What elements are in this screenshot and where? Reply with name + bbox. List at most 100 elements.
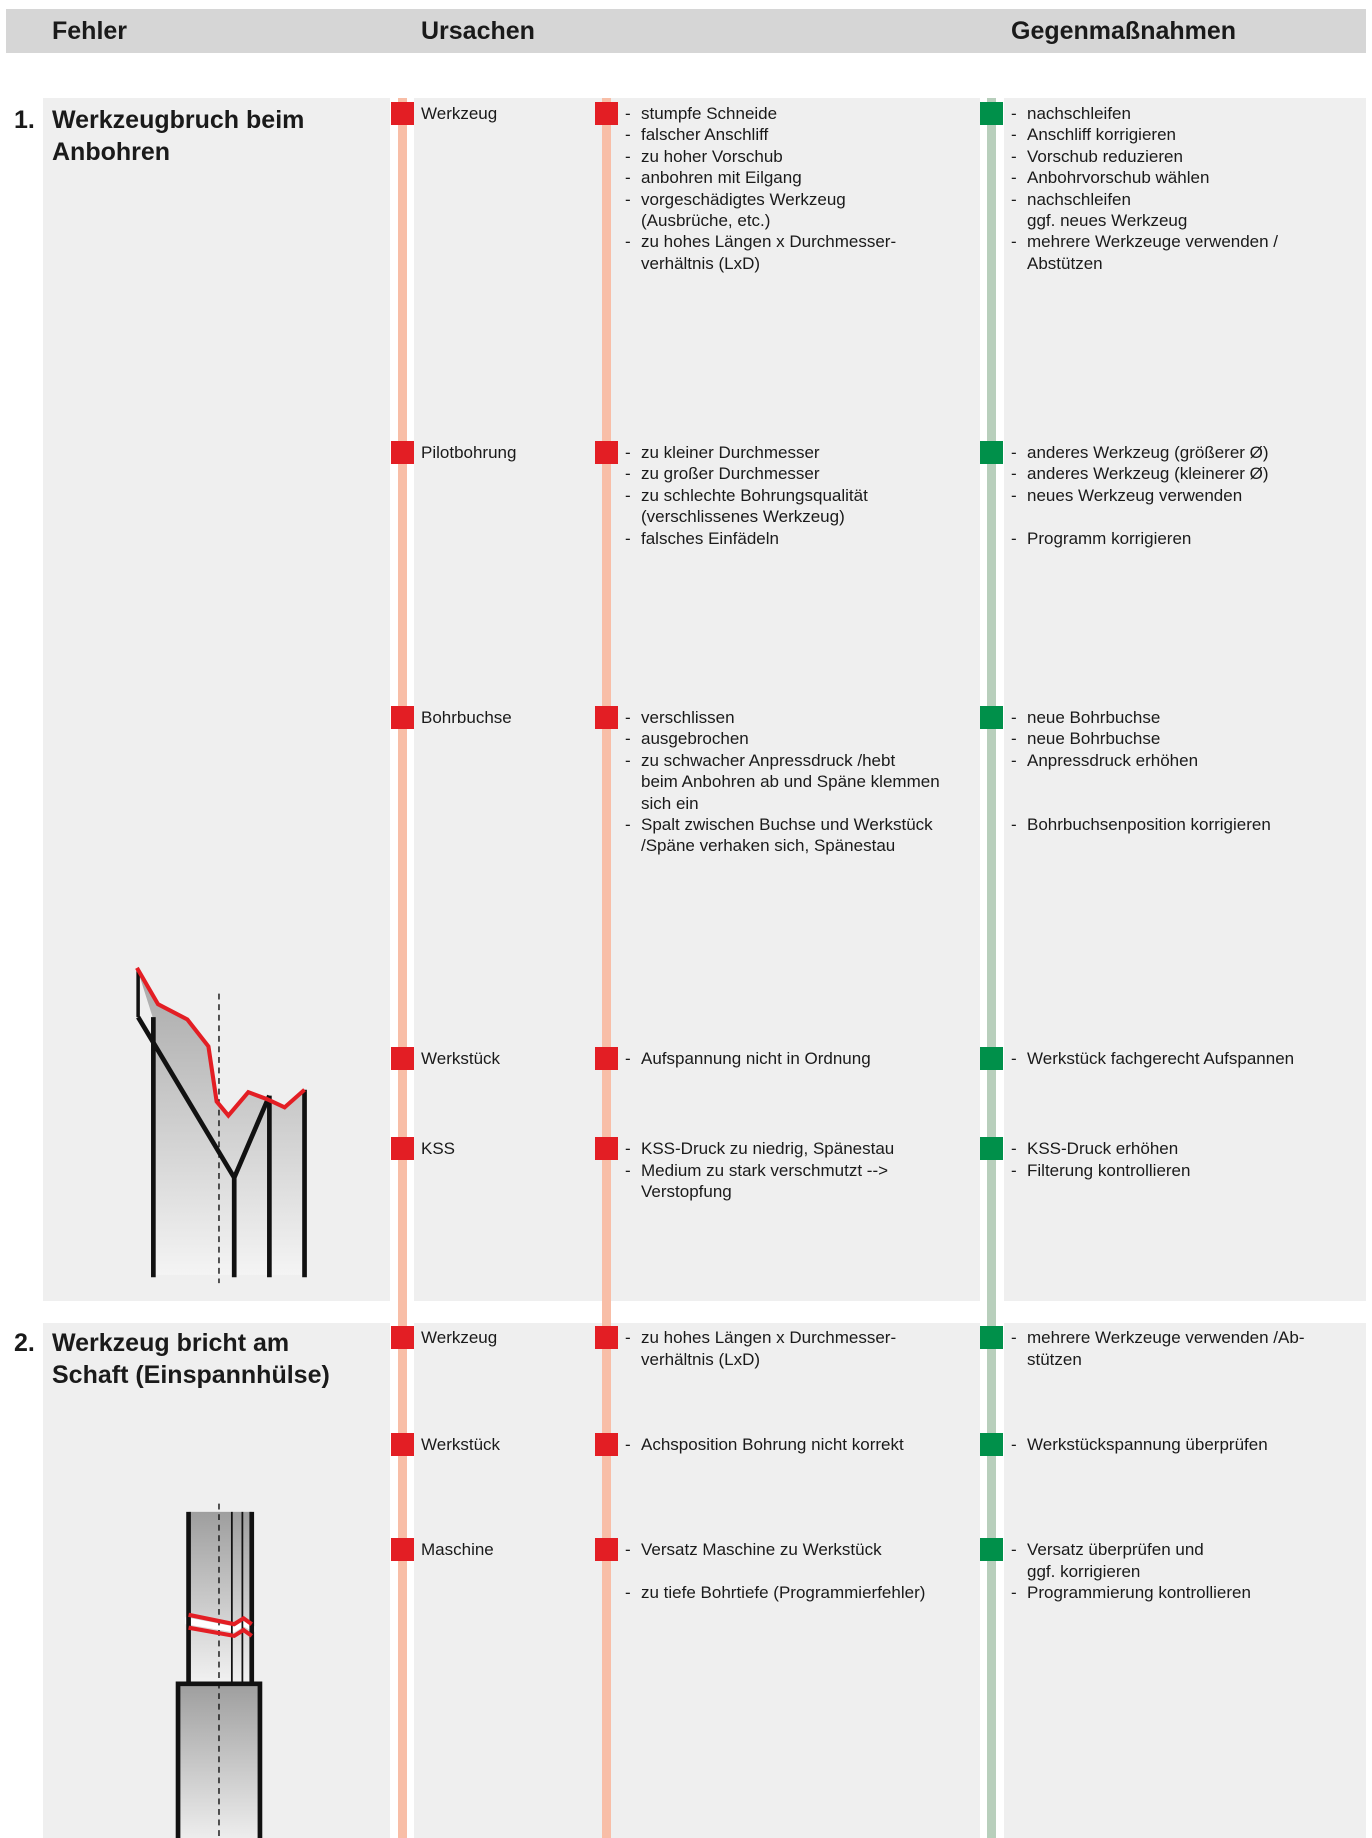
bullet: - [625, 189, 631, 209]
category-marker [391, 440, 414, 464]
cause-item: - zu hohes Längen x Durchmesser-verhältni… [625, 231, 1011, 274]
measure-text: Vorschub reduzieren [1027, 146, 1183, 166]
measure-text: Anbohrvorschub wählen [1027, 168, 1210, 188]
bullet: - [1011, 1139, 1017, 1159]
category-marker [391, 1432, 414, 1456]
section-title: Werkzeug bricht am [52, 1328, 290, 1357]
cause-text: (Ausbrüche, etc.) [641, 211, 771, 231]
cause-text: zu hoher Vorschub [641, 146, 783, 166]
measure-item: - mehrere Werkzeuge verwenden /Ab-stützen [1011, 1327, 1366, 1370]
cause-item: - zu schlechte Bohrungsqualität (verschlis… [625, 485, 1011, 528]
category: KSS [421, 1139, 456, 1159]
cause-item: - KSS-Druck zu niedrig, Spänestau [625, 1138, 1011, 1159]
measure-text: Werkstück fachgerecht Aufspannen [1027, 1049, 1295, 1069]
cause-line [602, 98, 611, 1838]
cause-text: zu schwacher Anpressdruck /hebt [641, 750, 896, 770]
measure-text: nachschleifen [1027, 104, 1131, 123]
cause-text: Verstopfung [641, 1182, 732, 1202]
measure-text: Programm korrigieren [1027, 528, 1192, 548]
measure-item: - Werkstückspannung überprüfen [1011, 1434, 1366, 1455]
bullet: - [1011, 146, 1017, 166]
row-grid: - Versatz Maschine zu Werkstück - Versatz ü… [625, 1539, 1366, 1603]
cause-text: falsches Einfädeln [641, 528, 779, 548]
measure-text: Anschliff korrigieren [1027, 125, 1176, 145]
measure-text: mehrere Werkzeuge verwenden /Ab- [1027, 1328, 1305, 1348]
row-grid: - Achsposition Bohrung nicht korrekt - Werk… [625, 1434, 1366, 1455]
measure-item: - anderes Werkzeug (größerer Ø) [1011, 442, 1366, 463]
measure-text: ggf. korrigieren [1027, 1561, 1141, 1581]
bullet: - [625, 707, 631, 727]
measure-marker [980, 440, 1003, 464]
header-gegenmassnahmen: Gegenmaßnahmen [1011, 17, 1237, 45]
category: Pilotbohrung [421, 442, 517, 462]
cause-item: - vorgeschädigtes Werkzeug (Ausbrüche, etc… [625, 189, 1011, 232]
measure-marker [980, 1432, 1003, 1456]
measure-item: - Anschliff korrigieren [1011, 124, 1366, 145]
bullet: - [1011, 1328, 1017, 1348]
measure-marker [980, 705, 1003, 729]
category: Maschine [421, 1540, 494, 1560]
cause-item: - stumpfe Schneide [625, 103, 1011, 124]
category-marker [391, 1137, 414, 1161]
bullet: - [1011, 189, 1017, 209]
bullet: - [625, 1139, 631, 1159]
bullet: - [1011, 707, 1017, 727]
measure-item: - Anpressdruck erhöhen [1011, 750, 1366, 814]
shaft-break-illustration [175, 1503, 263, 1838]
bullet: - [625, 1049, 631, 1069]
category: Werkzeug [421, 104, 498, 123]
bullet: - [625, 168, 631, 188]
cause-item: - zu hohes Längen x Durchmesser-verhältni… [625, 1327, 1011, 1370]
bullet: - [1011, 485, 1017, 505]
row-grid: - verschlissen - neue Bohrbuchse - ausgebroch… [625, 707, 1366, 857]
bullet: - [1011, 1540, 1017, 1560]
bullet: - [1011, 442, 1017, 462]
row-grid: - zu hohes Längen x Durchmesser-verhältni… [625, 1327, 1366, 1370]
category-marker [391, 102, 414, 125]
cause-marker [595, 1137, 618, 1161]
measure-text: Werkstückspannung überprüfen [1027, 1434, 1268, 1454]
bullet: - [625, 485, 631, 505]
cause-text: beim Anbohren ab und Späne klemmen [641, 772, 940, 792]
category: Werkstück [421, 1434, 501, 1454]
cause-text: zu tiefe Bohrtiefe (Programmierfehler) [641, 1583, 926, 1603]
cause-line [398, 98, 407, 1838]
bullet: - [625, 232, 631, 252]
measure-marker [980, 1326, 1003, 1350]
cause-text: Aufspannung nicht in Ordnung [641, 1049, 871, 1069]
bullet: - [625, 464, 631, 484]
bullet: - [1011, 1160, 1017, 1180]
measure-text: Bohrbuchsenposition korrigieren [1027, 814, 1271, 834]
section-title: Schaft (Einspannhülse) [52, 1360, 330, 1389]
bullet: - [1011, 750, 1017, 770]
measure-text: Filterung kontrollieren [1027, 1160, 1191, 1180]
cause-item: - zu hoher Vorschub [625, 146, 1011, 167]
cause-item: - falsches Einfädeln [625, 528, 1011, 549]
measure-marker [980, 1538, 1003, 1562]
cause-item: - verschlissen [625, 707, 1011, 728]
cause-item: - zu schwacher Anpressdruck /hebt beim Anb… [625, 750, 1011, 814]
drill-break-illustration [135, 966, 307, 1284]
row-grid: - Aufspannung nicht in Ordnung - Werkstück … [625, 1048, 1366, 1069]
bullet: - [625, 750, 631, 770]
cause-text: sich ein [641, 793, 699, 813]
measure-text: anderes Werkzeug (kleinerer Ø) [1027, 464, 1269, 484]
bullet: - [625, 1160, 631, 1180]
cause-marker [595, 440, 618, 464]
category: Bohrbuchse [421, 707, 512, 727]
measure-item: - neue Bohrbuchse [1011, 728, 1366, 749]
row-grid: - KSS-Druck zu niedrig, Spänestau - KSS-Dru… [625, 1138, 1366, 1202]
measure-line [987, 98, 996, 1838]
measure-item: - Werkstück fachgerecht Aufspannen [1011, 1048, 1366, 1069]
measure-item: - Anbohrvorschub wählen [1011, 167, 1366, 188]
measure-text: neues Werkzeug verwenden [1027, 485, 1243, 505]
bullet: - [1011, 464, 1017, 484]
measure-text: KSS-Druck erhöhen [1027, 1139, 1179, 1159]
cause-item: - ausgebrochen [625, 728, 1011, 749]
panel [1004, 1323, 1366, 1838]
cause-item: - Aufspannung nicht in Ordnung [625, 1048, 1011, 1069]
category-marker [391, 1326, 414, 1350]
cause-text: verhältnis (LxD) [641, 253, 761, 273]
cause-marker [595, 705, 618, 729]
